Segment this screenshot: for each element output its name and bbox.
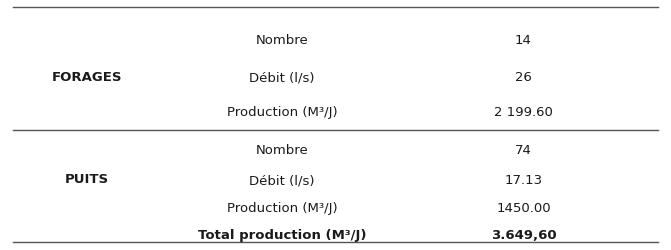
Text: Débit (l/s): Débit (l/s)	[249, 174, 315, 186]
Text: Production (M³/J): Production (M³/J)	[227, 106, 337, 119]
Text: Production (M³/J): Production (M³/J)	[227, 201, 337, 214]
Text: Débit (l/s): Débit (l/s)	[249, 71, 315, 84]
Text: PUITS: PUITS	[65, 172, 109, 185]
Text: 1450.00: 1450.00	[496, 201, 551, 214]
Text: FORAGES: FORAGES	[52, 71, 123, 84]
Text: Nombre: Nombre	[256, 144, 308, 156]
Text: 26: 26	[515, 71, 532, 84]
Text: 3.649,60: 3.649,60	[491, 228, 556, 241]
Text: Total production (M³/J): Total production (M³/J)	[197, 228, 366, 241]
Text: 2 199.60: 2 199.60	[494, 106, 553, 119]
Text: 14: 14	[515, 34, 532, 46]
Text: 74: 74	[515, 144, 532, 156]
Text: 17.13: 17.13	[505, 174, 542, 186]
Text: Nombre: Nombre	[256, 34, 308, 46]
